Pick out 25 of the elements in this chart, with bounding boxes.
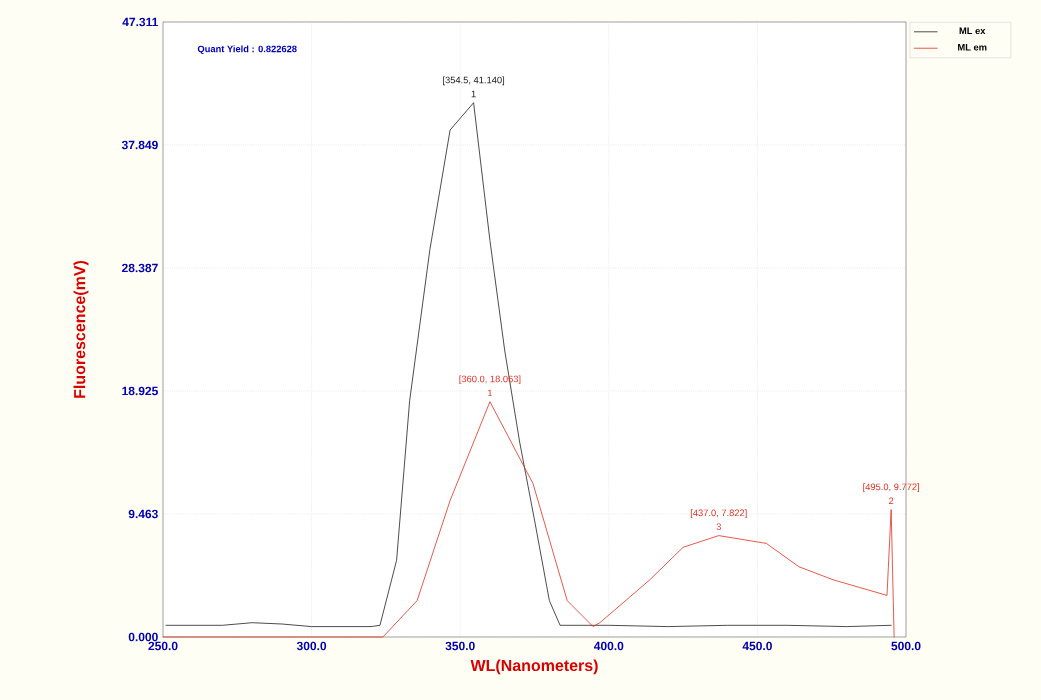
y-tick-label: 18.925 (122, 386, 158, 396)
y-tick-label: 0.000 (128, 632, 158, 642)
annotation: [437.0, 7.822] (690, 509, 747, 519)
x-tick-label: 450.0 (742, 641, 772, 651)
annotation: Quant Yield : 0.822628 (197, 45, 297, 54)
annotation: 1 (488, 389, 493, 397)
x-tick-label: 350.0 (445, 641, 475, 651)
x-tick-label: 500.0 (891, 641, 921, 651)
x-tick-label: 400.0 (593, 641, 624, 651)
y-tick-label: 47.311 (122, 17, 158, 27)
y-tick-label: 9.463 (128, 509, 158, 519)
legend-label: ML em (958, 44, 987, 51)
x-axis-title: WL(Nanometers) (470, 659, 598, 675)
annotation: [354.5, 41.140] (443, 76, 505, 86)
y-tick-label: 28.387 (122, 263, 158, 273)
annotation: 3 (716, 523, 721, 530)
annotation: [495.0, 9.772] (863, 483, 920, 493)
y-tick-label: 37.849 (121, 140, 158, 150)
y-axis-title: Fluorescence(mV) (73, 260, 89, 398)
annotation: [360.0, 18.063] (459, 375, 521, 385)
annotation: 1 (471, 90, 476, 98)
text: ML ex (959, 27, 986, 35)
x-tick-label: 300.0 (296, 641, 327, 651)
annotation: 2 (889, 497, 894, 505)
x-tick-label: 250.0 (148, 641, 178, 651)
